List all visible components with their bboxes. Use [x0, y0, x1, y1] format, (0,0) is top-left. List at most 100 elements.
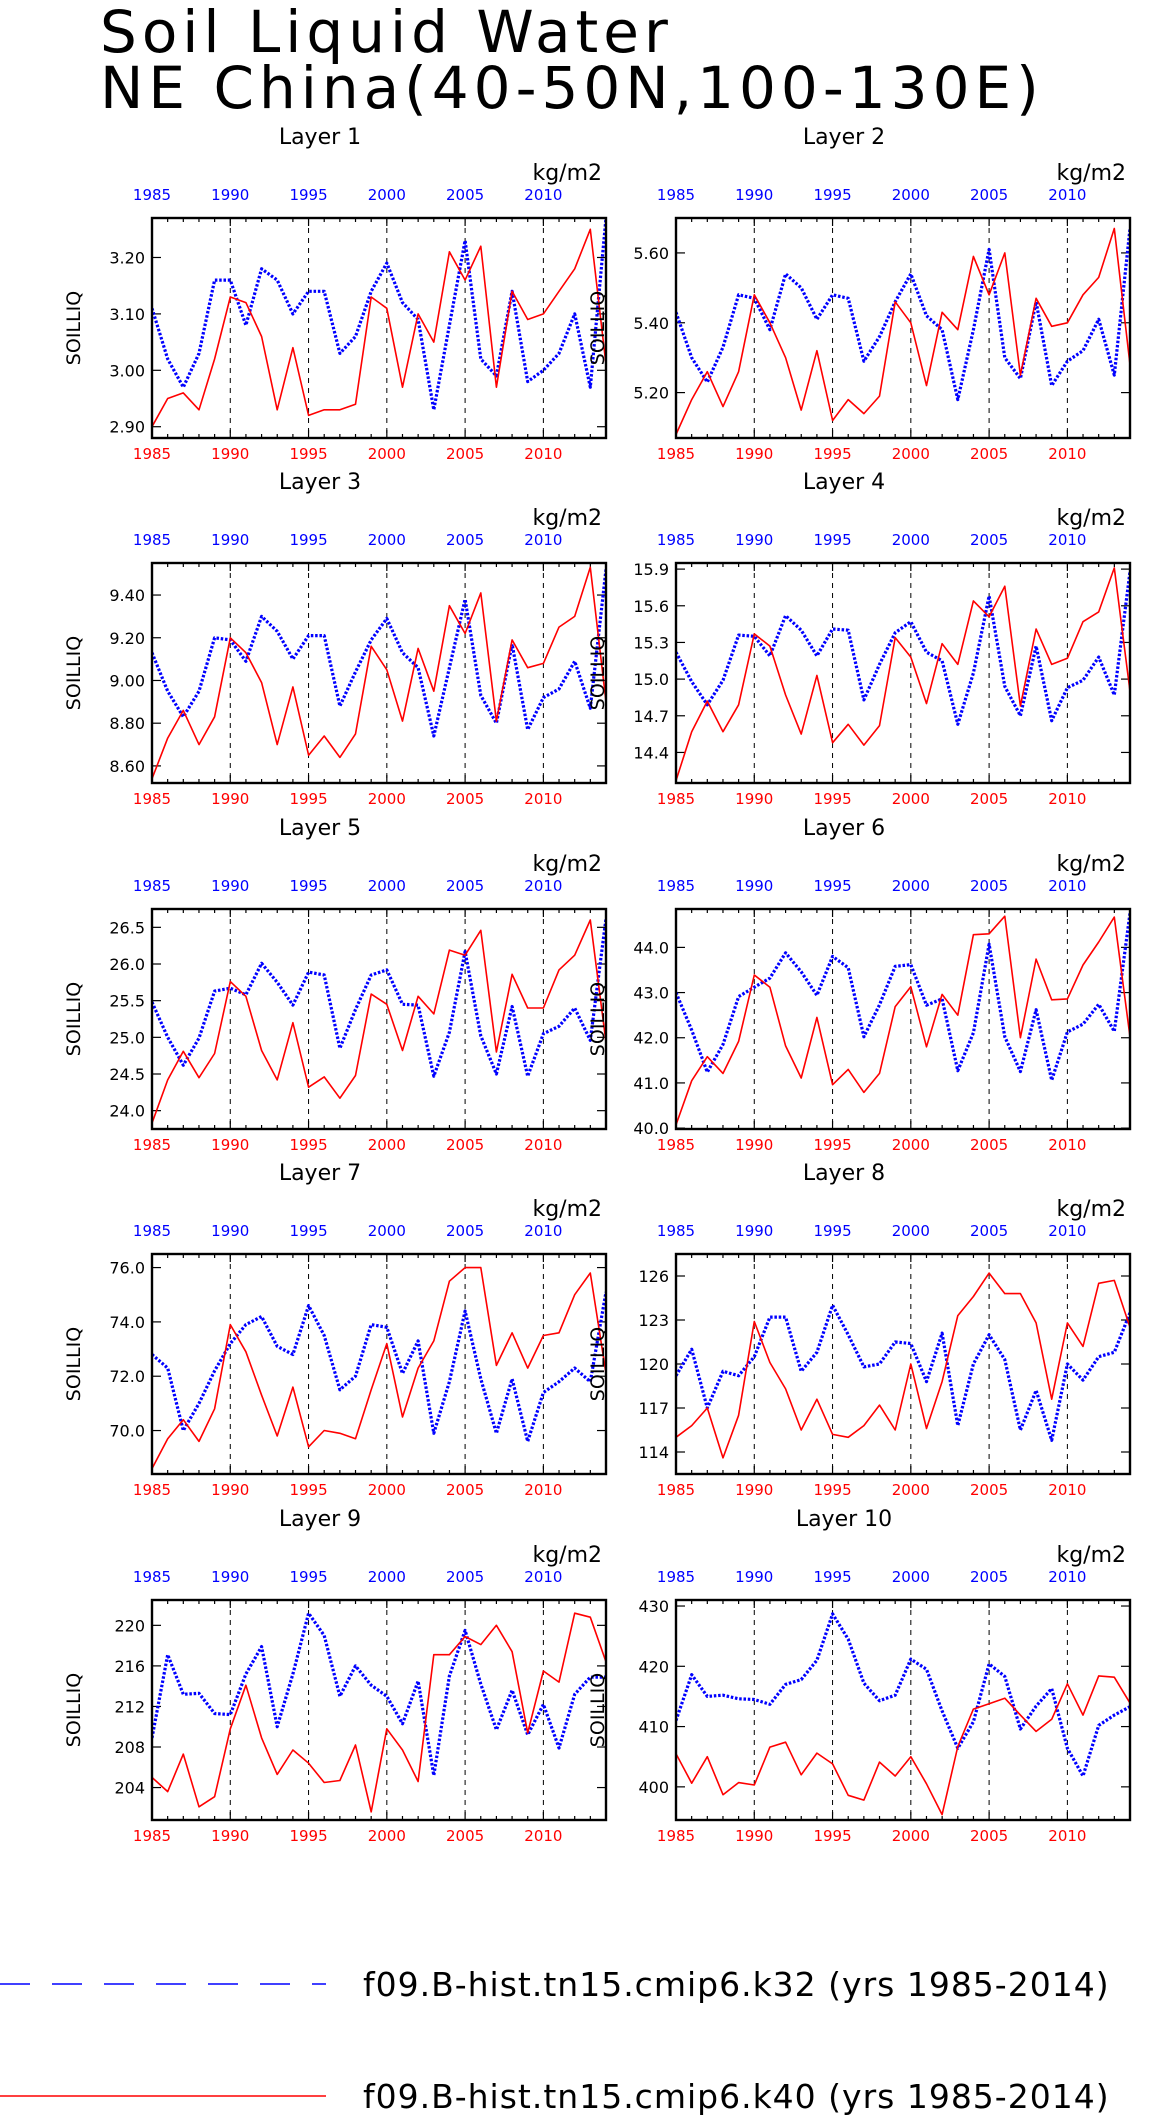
plot-frame [674, 1252, 1132, 1476]
x-tick-label-bottom: 2010 [1048, 1481, 1086, 1499]
plot-frame [674, 216, 1132, 440]
y-tick-label: 8.80 [109, 714, 145, 733]
x-tick-label-bottom: 2010 [524, 1827, 562, 1845]
x-tick-label-bottom: 1995 [289, 790, 327, 808]
x-tick-label-top: 1985 [657, 877, 695, 895]
y-tick-label: 220 [114, 1616, 145, 1635]
x-tick-label-top: 2000 [368, 531, 406, 549]
x-tick-label-bottom: 1995 [813, 1481, 851, 1499]
series-line-k40 [676, 1272, 1130, 1459]
chart-panel: Layer 8 kg/m2 SOILLIQ 1985 1985 1990 1990 1995 1… [587, 1161, 1132, 1499]
series-line-k40 [152, 228, 606, 428]
x-tick-label-bottom: 2010 [1048, 1827, 1086, 1845]
chart-panel: Layer 7 kg/m2 SOILLIQ 1985 1985 1990 1990 1995 1… [63, 1161, 608, 1499]
x-tick-label-bottom: 1985 [657, 1481, 695, 1499]
y-tick-label: 15.0 [633, 670, 669, 689]
x-tick-label-top: 1995 [289, 1222, 327, 1240]
x-tick-label-top: 2010 [524, 1568, 562, 1586]
y-tick-label: 74.0 [109, 1313, 145, 1332]
x-tick-label-top: 2010 [1048, 1222, 1086, 1240]
y-tick-label: 420 [638, 1657, 669, 1676]
x-tick-label-bottom: 2010 [1048, 445, 1086, 463]
x-tick-label-top: 2005 [970, 1222, 1008, 1240]
x-tick-label-bottom: 1995 [289, 445, 327, 463]
x-tick-label-bottom: 2005 [446, 1481, 484, 1499]
x-tick-label-top: 1990 [735, 186, 773, 204]
plot-frame [150, 561, 608, 785]
x-tick-label-bottom: 2005 [446, 1136, 484, 1154]
x-tick-label-bottom: 1995 [813, 1827, 851, 1845]
y-tick-label: 5.40 [633, 314, 669, 333]
units-label: kg/m2 [1056, 506, 1126, 531]
panel-title: Layer 4 [803, 470, 885, 495]
plot-frame [674, 561, 1132, 785]
x-tick-label-top: 1990 [211, 1568, 249, 1586]
x-tick-label-bottom: 2010 [524, 1481, 562, 1499]
units-label: kg/m2 [1056, 1543, 1126, 1568]
y-tick-label: 41.0 [633, 1074, 669, 1093]
y-axis-label: SOILLIQ [63, 982, 85, 1056]
x-tick-label-bottom: 1985 [133, 790, 171, 808]
y-tick-label: 216 [114, 1657, 145, 1676]
y-tick-label: 2.90 [109, 418, 145, 437]
series-line-k40 [676, 915, 1130, 1126]
panel-title: Layer 1 [279, 125, 361, 150]
y-tick-label: 15.3 [633, 633, 669, 652]
units-label: kg/m2 [1056, 161, 1126, 186]
x-tick-label-bottom: 1990 [735, 1136, 773, 1154]
y-tick-label: 120 [638, 1355, 669, 1374]
panel-title: Layer 5 [279, 816, 361, 841]
x-tick-label-top: 1985 [133, 1568, 171, 1586]
x-tick-label-top: 1990 [735, 531, 773, 549]
x-tick-label-top: 1985 [133, 186, 171, 204]
x-tick-label-top: 1995 [289, 1568, 327, 1586]
x-tick-label-top: 2005 [970, 531, 1008, 549]
x-tick-label-top: 2000 [892, 1568, 930, 1586]
x-tick-label-bottom: 1985 [657, 790, 695, 808]
panel-title: Layer 3 [279, 470, 361, 495]
x-tick-label-top: 2010 [524, 531, 562, 549]
y-tick-label: 9.20 [109, 629, 145, 648]
x-tick-label-bottom: 1995 [289, 1481, 327, 1499]
series-line-k32 [152, 918, 606, 1078]
x-tick-label-top: 2000 [892, 877, 930, 895]
y-tick-label: 15.9 [633, 560, 669, 579]
x-tick-label-bottom: 1985 [657, 1827, 695, 1845]
y-axis-label: SOILLIQ [587, 636, 609, 710]
series-line-k32 [676, 1612, 1130, 1778]
panel-title: Layer 10 [796, 1507, 892, 1532]
units-label: kg/m2 [532, 852, 602, 877]
y-tick-label: 400 [638, 1778, 669, 1797]
units-label: kg/m2 [1056, 1197, 1126, 1222]
x-tick-label-top: 2010 [524, 877, 562, 895]
units-label: kg/m2 [532, 1197, 602, 1222]
units-label: kg/m2 [532, 506, 602, 531]
x-tick-label-top: 2010 [524, 1222, 562, 1240]
panel-title: Layer 9 [279, 1507, 361, 1532]
x-tick-label-bottom: 2000 [892, 790, 930, 808]
x-tick-label-top: 1995 [813, 186, 851, 204]
x-tick-label-top: 2005 [970, 186, 1008, 204]
x-tick-label-bottom: 1995 [813, 790, 851, 808]
panel-title: Layer 8 [803, 1161, 885, 1186]
x-tick-label-bottom: 2005 [970, 1136, 1008, 1154]
x-tick-label-top: 2000 [368, 877, 406, 895]
x-tick-label-bottom: 2005 [970, 790, 1008, 808]
x-tick-label-top: 1995 [289, 531, 327, 549]
x-tick-label-bottom: 1990 [735, 790, 773, 808]
series-line-k32 [152, 218, 606, 412]
chart-panel: Layer 4 kg/m2 SOILLIQ 1985 1985 1990 1990 1995 1… [587, 470, 1132, 808]
x-tick-label-bottom: 1985 [657, 445, 695, 463]
y-tick-label: 9.00 [109, 671, 145, 690]
x-tick-label-top: 1990 [211, 186, 249, 204]
x-tick-label-top: 1985 [657, 1222, 695, 1240]
y-axis-label: SOILLIQ [63, 636, 85, 710]
x-tick-label-bottom: 2000 [892, 445, 930, 463]
panel-title: Layer 2 [803, 125, 885, 150]
y-tick-label: 114 [638, 1443, 669, 1462]
x-tick-label-bottom: 2000 [892, 1136, 930, 1154]
x-tick-label-bottom: 2000 [368, 1136, 406, 1154]
x-tick-label-bottom: 2005 [970, 1827, 1008, 1845]
plot-frame [674, 907, 1132, 1131]
y-tick-label: 126 [638, 1267, 669, 1286]
